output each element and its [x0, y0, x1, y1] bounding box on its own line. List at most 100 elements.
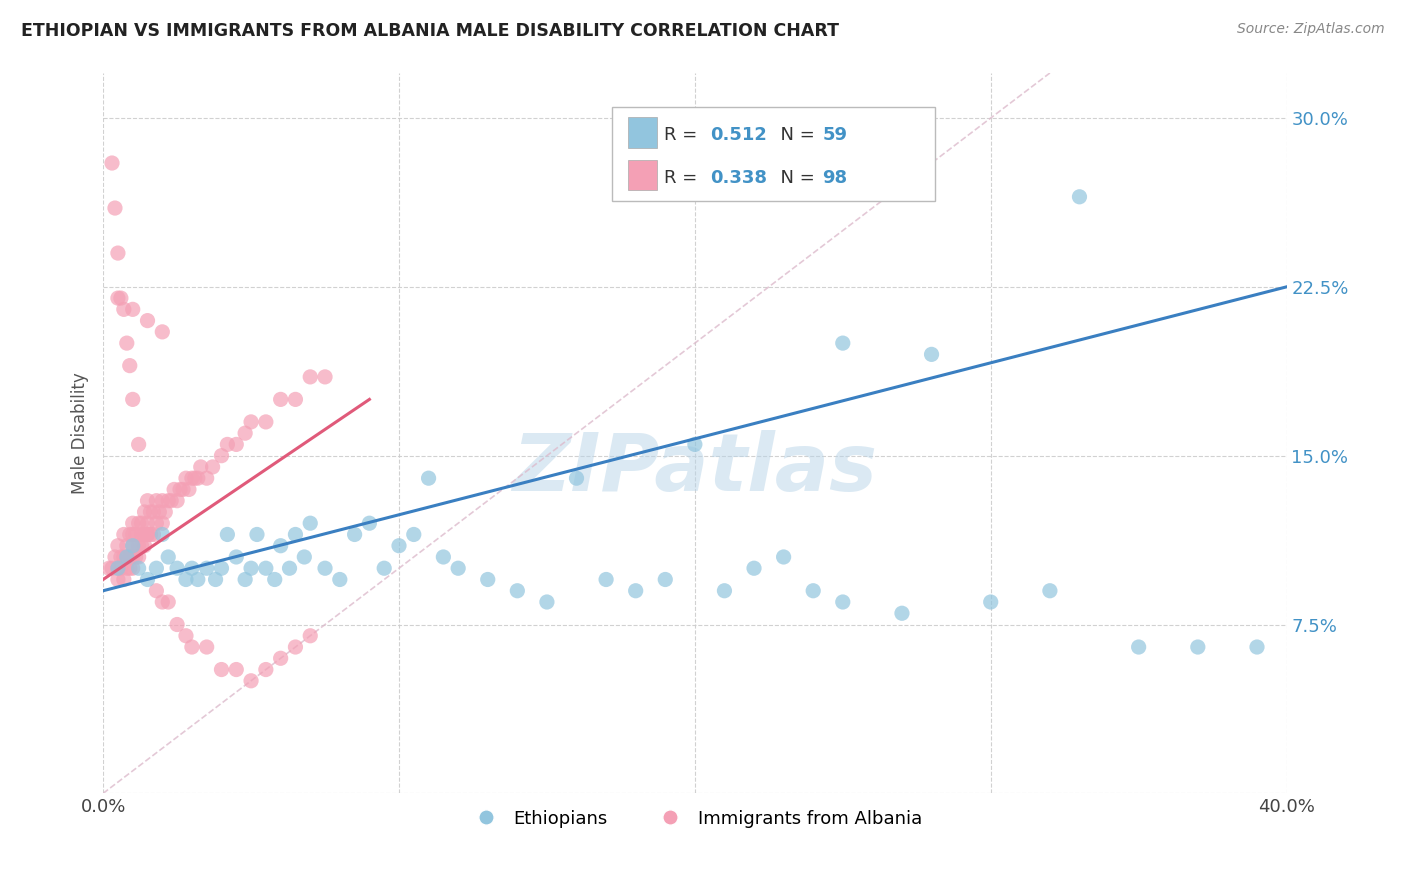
Point — [121, 539, 143, 553]
Point — [980, 595, 1002, 609]
Point — [254, 663, 277, 677]
Point — [107, 291, 129, 305]
Point — [112, 527, 135, 541]
Point — [772, 549, 794, 564]
Point — [233, 573, 256, 587]
Point — [174, 629, 197, 643]
Point — [112, 549, 135, 564]
Point — [124, 527, 146, 541]
Point — [254, 561, 277, 575]
Point — [187, 471, 209, 485]
Point — [204, 573, 226, 587]
Point — [98, 561, 121, 575]
Point — [211, 663, 233, 677]
Point — [121, 392, 143, 407]
Point — [683, 437, 706, 451]
Point — [118, 527, 141, 541]
Point — [163, 483, 186, 497]
Text: N =: N = — [769, 169, 821, 186]
Point — [136, 527, 159, 541]
Y-axis label: Male Disability: Male Disability — [72, 372, 89, 494]
Point — [134, 539, 156, 553]
Point — [136, 313, 159, 327]
Point — [713, 583, 735, 598]
Point — [180, 471, 202, 485]
Point — [101, 156, 124, 170]
Point — [565, 471, 588, 485]
Point — [174, 573, 197, 587]
Text: 0.512: 0.512 — [710, 127, 766, 145]
Text: N =: N = — [769, 127, 821, 145]
Point — [166, 493, 188, 508]
Point — [292, 549, 315, 564]
Point — [624, 583, 647, 598]
Point — [107, 561, 129, 575]
Point — [128, 437, 150, 451]
Point — [211, 561, 233, 575]
Point — [174, 471, 197, 485]
Point — [270, 539, 292, 553]
Text: Source: ZipAtlas.com: Source: ZipAtlas.com — [1237, 22, 1385, 37]
Point — [418, 471, 440, 485]
Point — [157, 549, 180, 564]
Point — [155, 505, 177, 519]
Point — [148, 505, 170, 519]
Point — [169, 483, 191, 497]
Point — [187, 573, 209, 587]
Point — [142, 527, 165, 541]
Text: 98: 98 — [823, 169, 848, 186]
Point — [278, 561, 301, 575]
Point — [166, 617, 188, 632]
Point — [284, 392, 307, 407]
Point — [299, 629, 322, 643]
Point — [195, 640, 218, 654]
Point — [104, 201, 127, 215]
Point — [233, 426, 256, 441]
Point — [172, 483, 194, 497]
Text: ZIPatlas: ZIPatlas — [512, 430, 877, 508]
Point — [225, 437, 247, 451]
Point — [124, 549, 146, 564]
Point — [1039, 583, 1062, 598]
Point — [134, 505, 156, 519]
Point — [1246, 640, 1268, 654]
Point — [447, 561, 470, 575]
Point — [177, 483, 200, 497]
Point — [402, 527, 425, 541]
Point — [128, 516, 150, 531]
Point — [107, 539, 129, 553]
Point — [432, 549, 454, 564]
Point — [112, 573, 135, 587]
Point — [128, 561, 150, 575]
Point — [131, 539, 153, 553]
Point — [145, 583, 167, 598]
Point — [742, 561, 765, 575]
Point — [157, 595, 180, 609]
Point — [131, 516, 153, 531]
Point — [595, 573, 617, 587]
Point — [831, 336, 853, 351]
Point — [270, 392, 292, 407]
Point — [891, 607, 914, 621]
Point — [240, 673, 263, 688]
Point — [157, 493, 180, 508]
Point — [121, 516, 143, 531]
Point — [921, 347, 943, 361]
Point — [329, 573, 352, 587]
Point — [263, 573, 285, 587]
Point — [299, 516, 322, 531]
Point — [136, 573, 159, 587]
Point — [1128, 640, 1150, 654]
Point — [180, 561, 202, 575]
Point — [150, 527, 173, 541]
Point — [115, 561, 138, 575]
Text: R =: R = — [664, 169, 703, 186]
Text: ETHIOPIAN VS IMMIGRANTS FROM ALBANIA MALE DISABILITY CORRELATION CHART: ETHIOPIAN VS IMMIGRANTS FROM ALBANIA MAL… — [21, 22, 839, 40]
Point — [217, 527, 239, 541]
Point — [801, 583, 824, 598]
Point — [142, 505, 165, 519]
Point — [150, 325, 173, 339]
Point — [284, 640, 307, 654]
Point — [388, 539, 411, 553]
Point — [1069, 190, 1091, 204]
